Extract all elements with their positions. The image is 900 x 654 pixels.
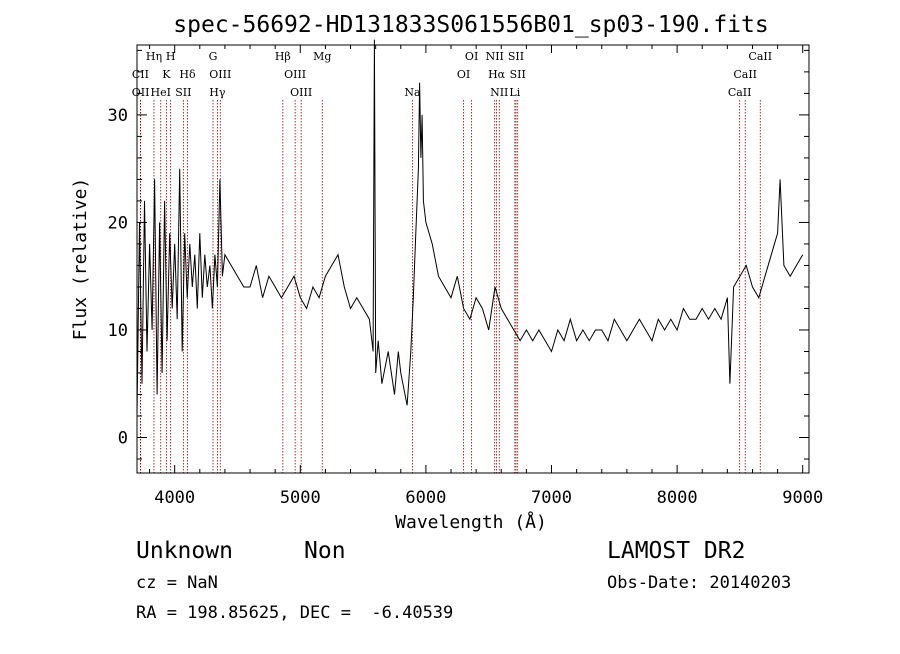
line-marker-label-22: SII: [510, 68, 526, 81]
line-marker-label-26: CaII: [748, 50, 772, 63]
line-marker-label-14: Mg: [313, 50, 331, 63]
line-marker-label-0: CII: [132, 68, 149, 81]
line-marker-label-9: OIII: [209, 68, 231, 81]
spectrum-series-line: [136, 39, 804, 417]
line-marker-label-12: OIII: [284, 68, 306, 81]
line-marker-label-20: NII: [490, 86, 508, 99]
line-marker-label-1: OII: [132, 86, 150, 99]
axis-ticks: 4000 5000 6000 7000 8000 9000 0 10 20 30: [108, 45, 823, 508]
line-marker-label-8: G: [209, 50, 218, 63]
y-tick-label-10: 10: [108, 321, 128, 341]
x-tick-label-8000: 8000: [657, 488, 698, 508]
line-marker-label-16: OI: [457, 68, 470, 81]
line-marker-label-7: SII: [175, 86, 191, 99]
line-marker-label-23: Li: [509, 86, 520, 99]
line-marker-label-25: CaII: [733, 68, 757, 81]
y-tick-label-30: 30: [108, 106, 128, 126]
x-tick-label-6000: 6000: [405, 488, 446, 508]
line-marker-label-3: HeI: [151, 86, 171, 99]
x-axis-label: Wavelength (Å): [395, 511, 547, 533]
y-axis-label: Flux (relative): [70, 178, 91, 341]
line-marker-label-15: Na: [404, 86, 421, 99]
line-marker-label-21: SII: [508, 50, 524, 63]
line-marker-label-6: Hδ: [179, 68, 196, 81]
chart-title: spec-56692-HD131833S061556B01_sp03-190.f…: [173, 12, 768, 38]
y-tick-label-20: 20: [108, 213, 128, 233]
x-tick-label-9000: 9000: [782, 488, 823, 508]
x-tick-label-5000: 5000: [280, 488, 321, 508]
line-marker-label-4: K: [162, 68, 171, 81]
line-marker-label-11: Hβ: [275, 50, 291, 63]
axes-frame: [136, 44, 810, 474]
line-marker-label-2: Hη: [146, 50, 162, 63]
x-tick-label-7000: 7000: [531, 488, 572, 508]
line-marker-label-24: CaII: [728, 86, 752, 99]
line-marker-label-18: NII: [486, 50, 504, 63]
line-marker-label-19: Hα: [488, 68, 506, 81]
plot-area: [136, 39, 804, 417]
x-tick-label-4000: 4000: [154, 488, 195, 508]
line-marker-label-17: OI: [465, 50, 478, 63]
line-marker-label-13: OIII: [290, 86, 312, 99]
y-tick-label-0: 0: [118, 429, 128, 449]
line-marker-label-5: H: [166, 50, 176, 63]
line-marker-label-10: Hγ: [209, 86, 226, 99]
